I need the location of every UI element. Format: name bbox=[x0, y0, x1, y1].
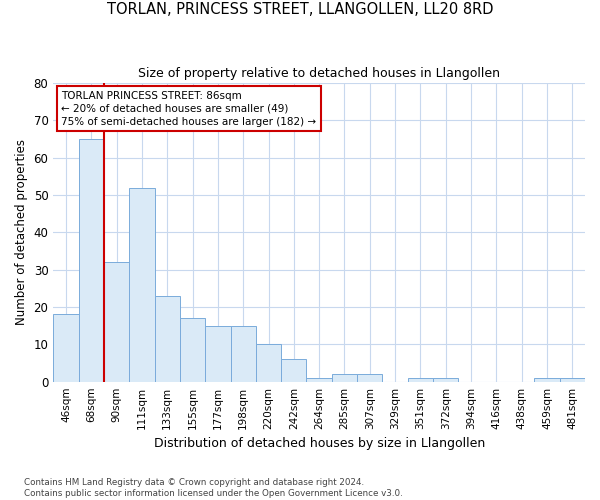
Text: TORLAN PRINCESS STREET: 86sqm
← 20% of detached houses are smaller (49)
75% of s: TORLAN PRINCESS STREET: 86sqm ← 20% of d… bbox=[61, 90, 316, 127]
Bar bbox=[408, 378, 433, 382]
Bar bbox=[230, 326, 256, 382]
Bar bbox=[53, 314, 79, 382]
X-axis label: Distribution of detached houses by size in Llangollen: Distribution of detached houses by size … bbox=[154, 437, 485, 450]
Bar bbox=[205, 326, 230, 382]
Bar bbox=[281, 360, 307, 382]
Bar bbox=[307, 378, 332, 382]
Bar bbox=[180, 318, 205, 382]
Y-axis label: Number of detached properties: Number of detached properties bbox=[15, 140, 28, 326]
Text: TORLAN, PRINCESS STREET, LLANGOLLEN, LL20 8RD: TORLAN, PRINCESS STREET, LLANGOLLEN, LL2… bbox=[107, 2, 493, 18]
Bar bbox=[332, 374, 357, 382]
Title: Size of property relative to detached houses in Llangollen: Size of property relative to detached ho… bbox=[138, 68, 500, 80]
Bar bbox=[433, 378, 458, 382]
Bar bbox=[357, 374, 382, 382]
Bar bbox=[155, 296, 180, 382]
Bar bbox=[104, 262, 129, 382]
Bar bbox=[560, 378, 585, 382]
Bar bbox=[79, 139, 104, 382]
Text: Contains HM Land Registry data © Crown copyright and database right 2024.
Contai: Contains HM Land Registry data © Crown c… bbox=[24, 478, 403, 498]
Bar bbox=[129, 188, 155, 382]
Bar bbox=[256, 344, 281, 382]
Bar bbox=[535, 378, 560, 382]
